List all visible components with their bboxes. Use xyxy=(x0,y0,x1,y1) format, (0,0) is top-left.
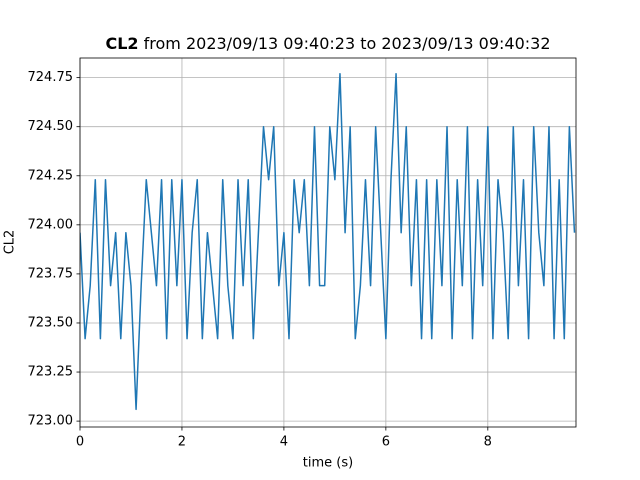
plot-layer xyxy=(80,72,576,411)
grid-layer xyxy=(79,58,576,427)
x-tick-label: 8 xyxy=(484,435,492,450)
y-tick-label: 724.75 xyxy=(28,70,74,85)
x-axis-label: time (s) xyxy=(303,456,353,471)
y-axis-label: CL2 xyxy=(3,230,18,255)
y-tick-label: 723.50 xyxy=(28,315,74,330)
x-tick-label: 0 xyxy=(76,435,84,450)
y-tick-label: 724.00 xyxy=(28,217,74,232)
axes-frame xyxy=(79,57,577,428)
title-rest: from 2023/09/13 09:40:23 to 2023/09/13 0… xyxy=(144,34,551,53)
y-tick-label: 723.75 xyxy=(28,266,74,281)
x-tick-label: 6 xyxy=(382,435,390,450)
title-bold: CL2 xyxy=(105,34,138,53)
chart-title: CL2 from 2023/09/13 09:40:23 to 2023/09/… xyxy=(105,34,550,53)
x-tick-label: 2 xyxy=(178,435,186,450)
x-tick-label: 4 xyxy=(280,435,288,450)
y-tick-label: 724.25 xyxy=(28,168,74,183)
y-tick-label: 724.50 xyxy=(28,119,74,134)
data-line xyxy=(80,72,576,411)
y-tick-label: 723.25 xyxy=(28,365,74,380)
y-tick-label: 723.00 xyxy=(28,414,74,429)
